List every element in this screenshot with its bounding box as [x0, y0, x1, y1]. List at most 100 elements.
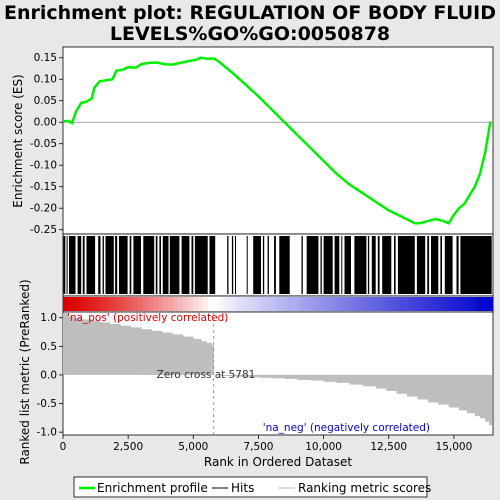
hit-mark — [119, 236, 128, 294]
heatmap-cell — [458, 297, 464, 311]
metric-bar — [201, 341, 207, 375]
heatmap-cell — [253, 297, 259, 311]
heatmap-cell — [73, 297, 79, 311]
metric-bar — [271, 374, 285, 379]
heatmap-cell — [373, 297, 379, 311]
heatmap-cell — [93, 297, 99, 311]
hit-mark — [129, 236, 132, 294]
hit-mark — [169, 236, 180, 294]
heatmap-cell — [128, 297, 134, 311]
heatmap-cell — [278, 297, 284, 311]
hit-mark — [427, 236, 430, 294]
hit-mark — [246, 236, 248, 294]
es-y-tick-label: 0.00 — [34, 117, 57, 129]
hit-mark — [382, 236, 392, 294]
heatmap-cell — [208, 297, 214, 311]
hit-mark — [98, 236, 101, 294]
heatmap-cell — [123, 297, 129, 311]
hit-mark — [209, 236, 216, 294]
heatmap-cell — [428, 297, 434, 311]
heatmap-cell — [443, 297, 449, 311]
heatmap-cell — [118, 297, 124, 311]
chart-title-line1: Enrichment plot: REGULATION OF BODY FLUI… — [4, 2, 496, 24]
metric-bar — [466, 374, 475, 414]
heatmap-cell — [318, 297, 324, 311]
metric-bar — [284, 374, 298, 379]
es-y-tick-label: -0.20 — [30, 203, 57, 215]
hit-mark — [377, 236, 380, 294]
hit-mark — [262, 236, 265, 294]
hit-mark — [231, 236, 234, 294]
metric-x-tick-label: 2,500 — [113, 441, 143, 453]
metric-bar — [68, 316, 74, 375]
metric-bar — [89, 320, 100, 375]
hit-mark — [306, 236, 319, 294]
metric-bar — [336, 374, 350, 383]
metric-bar — [141, 329, 152, 375]
metric-bar — [99, 322, 111, 375]
hit-mark — [460, 236, 492, 294]
heatmap-cell — [463, 297, 469, 311]
heatmap-cell — [398, 297, 404, 311]
heatmap-cell — [378, 297, 384, 311]
metric-bar — [162, 332, 173, 375]
metric-bar — [206, 342, 212, 375]
heatmap-cell — [363, 297, 369, 311]
heatmap-cell — [168, 297, 174, 311]
hit-mark — [320, 236, 322, 294]
hit-mark — [86, 236, 96, 294]
metric-bar — [323, 374, 337, 382]
metric-x-axis-label: Rank in Ordered Dataset — [204, 455, 352, 469]
hit-mark — [431, 236, 439, 294]
legend-box — [73, 476, 428, 498]
legend-label-enrichment: Enrichment profile — [97, 481, 208, 495]
heatmap-cell — [353, 297, 359, 311]
es-y-tick-label: 0.15 — [34, 52, 57, 64]
metric-bar — [474, 374, 481, 417]
metric-bar — [448, 374, 460, 408]
hit-mark — [397, 236, 415, 294]
metric-bar — [438, 374, 449, 405]
heatmap-cell — [468, 297, 474, 311]
heatmap-cell — [188, 297, 194, 311]
metric-bar — [73, 318, 82, 375]
es-y-tick-label: 0.10 — [34, 74, 57, 86]
heatmap-cell — [233, 297, 239, 311]
hit-mark — [102, 236, 104, 294]
metric-bar — [172, 334, 184, 375]
hit-mark — [181, 236, 190, 294]
heatmap-cell — [403, 297, 409, 311]
metric-x-tick-label: 7,500 — [243, 441, 273, 453]
metric-bar — [219, 374, 233, 376]
hit-mark — [159, 236, 161, 294]
heatmap-cell — [88, 297, 94, 311]
heatmap-cell — [313, 297, 319, 311]
heatmap-cell — [158, 297, 164, 311]
heatmap-cell — [308, 297, 314, 311]
metric-bar — [489, 374, 492, 426]
heatmap-cell — [173, 297, 179, 311]
hit-mark — [227, 236, 229, 294]
hit-mark — [133, 236, 141, 294]
heatmap-cell — [68, 297, 74, 311]
metric-bar — [386, 374, 397, 391]
hit-mark — [82, 236, 85, 294]
metric-bar — [297, 374, 311, 380]
heatmap-cell — [178, 297, 184, 311]
hit-mark — [394, 236, 396, 294]
heatmap-cell — [483, 297, 489, 311]
metric-x-tick-label: 12,500 — [370, 441, 407, 453]
hit-mark — [66, 236, 68, 294]
heatmap-cell — [163, 297, 169, 311]
heatmap-cell — [393, 297, 399, 311]
heatmap-cell — [138, 297, 144, 311]
hit-mark — [456, 236, 459, 294]
heatmap-cell — [108, 297, 114, 311]
metric-x-tick-label: 15,000 — [436, 441, 473, 453]
heatmap-cell — [293, 297, 299, 311]
heatmap-cell — [263, 297, 269, 311]
metric-y-tick-label: -0.5 — [37, 398, 58, 410]
heatmap-cell — [438, 297, 444, 311]
es-y-tick-label: -0.25 — [30, 224, 57, 236]
metric-bar — [375, 374, 387, 389]
